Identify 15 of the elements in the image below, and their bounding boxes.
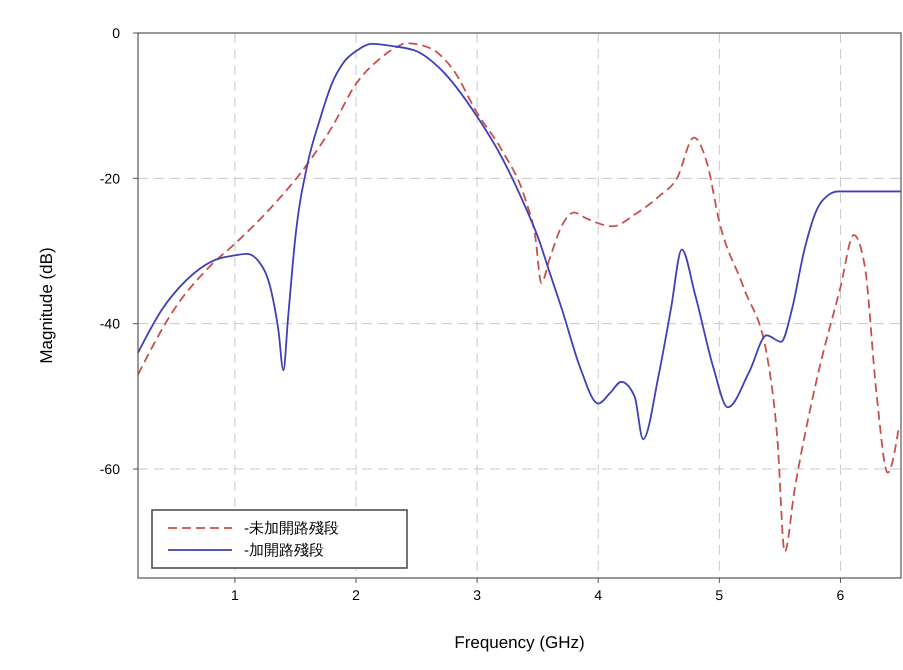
- legend-label: -未加開路殘段: [244, 519, 340, 537]
- x-tick-label: 5: [715, 587, 724, 603]
- y-tick-label: -40: [100, 316, 120, 332]
- x-tick-label: 3: [473, 587, 482, 603]
- legend-label: -加開路殘段: [244, 541, 324, 559]
- line-series: [137, 43, 902, 440]
- x-tick-label: 6: [836, 587, 845, 603]
- y-tick-label: -60: [100, 461, 120, 477]
- x-tick-label: 4: [594, 587, 602, 603]
- x-tick-label: 2: [352, 587, 360, 603]
- y-tick-label: 0: [112, 25, 120, 41]
- x-axis-title: Frequency (GHz): [454, 633, 585, 652]
- x-tick-label: 1: [230, 587, 239, 603]
- y-tick-label: -20: [100, 170, 120, 186]
- y-axis-title: Magnitude (dB): [37, 247, 56, 364]
